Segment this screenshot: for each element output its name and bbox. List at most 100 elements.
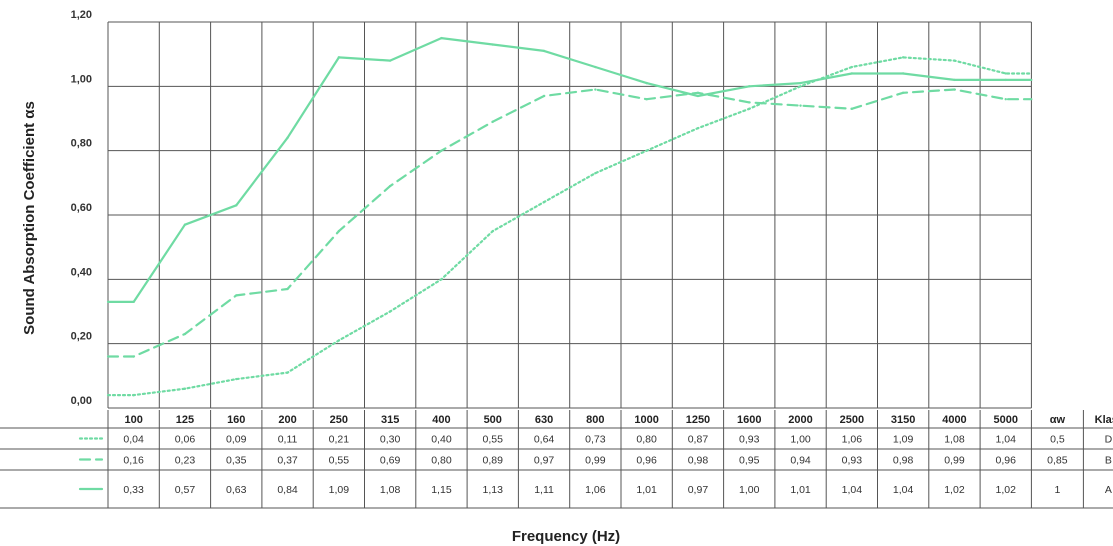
table-cell: 0,37 (277, 455, 298, 467)
table-cell-klasse: B (1105, 455, 1112, 467)
data-point (696, 94, 700, 98)
table-cell: 0,33 (123, 484, 144, 496)
table-cell: 1,01 (636, 484, 657, 496)
data-point (645, 149, 648, 152)
table-header-cell: 630 (535, 414, 553, 426)
data-point (542, 200, 546, 204)
series-line-solid (106, 37, 1033, 303)
table-cell: 0,40 (431, 434, 452, 446)
table-cell: 0,99 (585, 455, 606, 467)
table-header-cell: αw (1050, 414, 1066, 426)
data-point (953, 59, 956, 62)
data-point (748, 107, 751, 111)
data-point (594, 88, 597, 91)
table-header-cell: 2000 (788, 414, 812, 426)
table-cell: 0,98 (688, 455, 709, 467)
table-cell: 1,00 (790, 434, 811, 446)
data-point (953, 78, 956, 82)
table-cell: 0,73 (585, 434, 606, 446)
data-point (286, 371, 289, 374)
table-header-cell: 315 (381, 414, 399, 426)
table-header-cell: 5000 (994, 414, 1018, 426)
y-tick-label: 0,00 (71, 395, 92, 407)
table-cell: 0,06 (175, 434, 196, 446)
data-point (542, 49, 546, 53)
data-point (183, 332, 187, 336)
data-point (594, 65, 597, 69)
data-point (696, 126, 700, 130)
data-point (235, 377, 238, 381)
table-cell: 1,08 (380, 484, 401, 496)
y-tick-label: 0,80 (71, 138, 92, 150)
table-header-cell: 100 (124, 414, 142, 426)
table-header-cell: 500 (484, 414, 502, 426)
data-point (1004, 78, 1007, 82)
table-cell: 0,80 (431, 455, 452, 467)
data-point (491, 43, 494, 46)
table-header-cell: 160 (227, 414, 245, 426)
table-cell: 0,87 (688, 434, 709, 446)
data-point (440, 278, 443, 281)
data-point (132, 300, 135, 304)
table-header-cell: 400 (432, 414, 450, 426)
table-cell: 0,21 (329, 434, 350, 446)
table-header-cell: Klasse (1095, 414, 1113, 426)
table-cell: 0,89 (483, 455, 504, 467)
data-point (132, 355, 135, 358)
series-line-dotted (106, 56, 1033, 397)
table-cell: 1,08 (944, 434, 965, 446)
table-cell: 0,80 (636, 434, 657, 446)
table-cell: 0,69 (380, 455, 401, 467)
data-point (901, 91, 905, 94)
data-point (388, 310, 392, 313)
table-cell: 1,09 (893, 434, 914, 446)
table-cell: 1,00 (739, 484, 760, 496)
table-header-cell: 2500 (840, 414, 864, 426)
table-cell: 1,09 (329, 484, 350, 496)
data-point (696, 91, 700, 94)
table-cell: 0,84 (277, 484, 298, 496)
table-cell-klasse: D (1105, 434, 1113, 446)
table-cell: 0,63 (226, 484, 247, 496)
table-cell: 0,95 (739, 455, 760, 467)
data-point (183, 223, 187, 226)
data-point (388, 184, 392, 188)
data-point (748, 85, 751, 88)
table-cell: 1,04 (842, 484, 863, 496)
table-header-cell: 3150 (891, 414, 915, 426)
data-point (440, 149, 443, 152)
table-cell: 0,35 (226, 455, 247, 467)
table-cell: 0,09 (226, 434, 247, 446)
table-cell: 0,23 (175, 455, 196, 467)
data-point (594, 171, 597, 175)
data-point (337, 339, 341, 342)
data-point (799, 85, 802, 88)
series-line-dashed (106, 88, 1033, 358)
data-point (645, 98, 648, 101)
table-header-cell: 1600 (737, 414, 761, 426)
data-point (337, 56, 341, 59)
data-point (337, 229, 341, 233)
y-tick-label: 0,60 (71, 202, 92, 214)
data-point (901, 72, 905, 75)
table-cell: 1,11 (534, 484, 554, 496)
table-cell: 1,06 (842, 434, 863, 446)
table-cell: 0,64 (534, 434, 555, 446)
table-header-cell: 250 (330, 414, 348, 426)
data-point (235, 204, 238, 207)
table-cell: 0,97 (534, 455, 555, 467)
table-cell: 0,97 (688, 484, 709, 496)
table-cell: 0,93 (739, 434, 760, 446)
table-cell: 1,13 (483, 484, 504, 496)
table-cell: 1,01 (790, 484, 811, 496)
data-point (748, 101, 751, 104)
table-cell: 0,11 (278, 434, 298, 446)
data-point (850, 107, 854, 111)
table-cell: 0,04 (123, 434, 144, 446)
table-cell: 0,55 (483, 434, 504, 446)
data-point (1004, 72, 1007, 75)
table-cell: 0,98 (893, 455, 914, 467)
data-point (799, 104, 802, 107)
data-point (850, 72, 854, 75)
